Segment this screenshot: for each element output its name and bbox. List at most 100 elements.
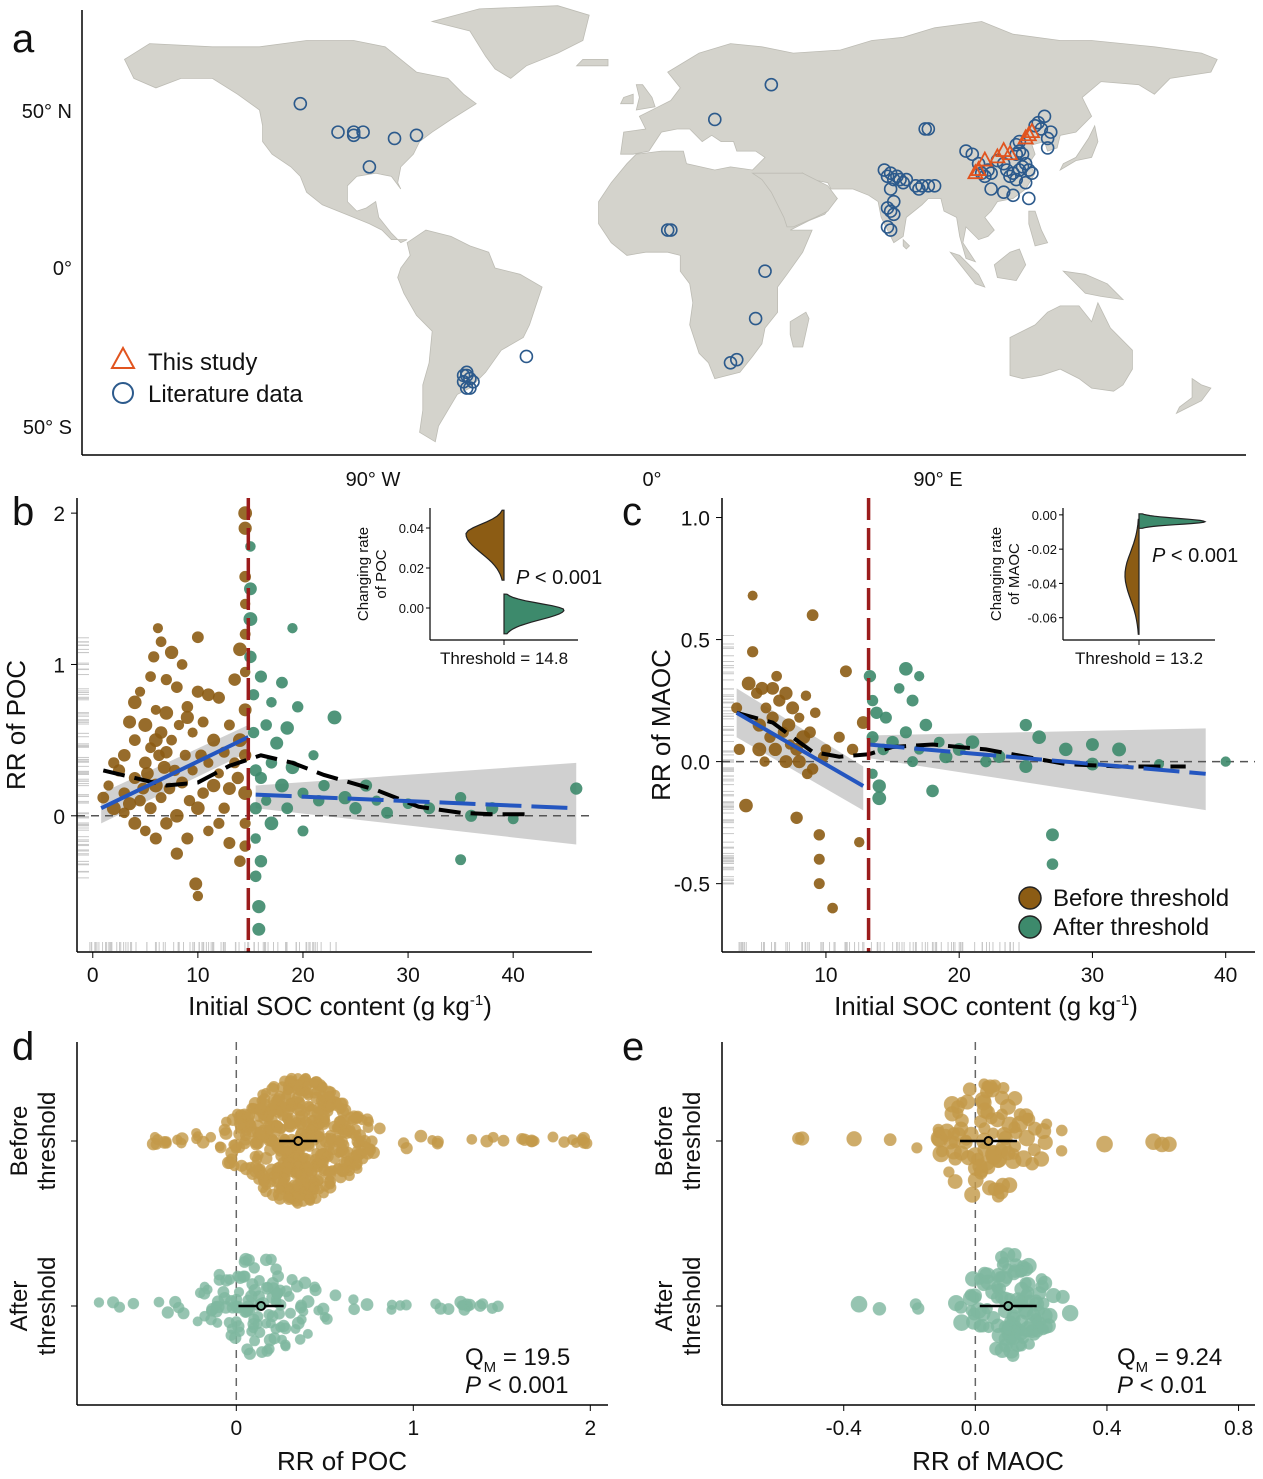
before-threshold-point xyxy=(801,768,813,780)
swarm-point xyxy=(191,1133,202,1145)
swarm-point xyxy=(350,1112,363,1125)
land-british-isles xyxy=(635,84,656,111)
inset-after-density xyxy=(503,593,565,635)
before-threshold-point xyxy=(854,836,865,848)
swarm-point xyxy=(474,1299,487,1312)
literature-site-marker xyxy=(758,264,772,278)
panel-d-chart: d 0 1 2 Beforethreshold Afterthreshold RR of… xyxy=(6,1025,608,1476)
panel-e-chart: e -0.4 0.0 0.4 0.8 Beforethreshold Afterthres… xyxy=(622,1025,1255,1476)
literature-site-marker xyxy=(896,175,911,190)
before-threshold-point xyxy=(813,829,825,841)
swarm-point xyxy=(986,1311,1001,1325)
after-threshold-point xyxy=(570,782,583,795)
after-threshold-point xyxy=(381,806,393,819)
this-study-site-marker xyxy=(976,150,994,167)
after-threshold-point xyxy=(455,854,467,866)
swarm-point xyxy=(153,1296,165,1308)
literature-site-marker xyxy=(1006,166,1020,180)
x-tick-label: -0.4 xyxy=(826,1417,863,1440)
before-threshold-point xyxy=(733,743,745,756)
after-threshold-point xyxy=(1019,759,1033,773)
legend-after-dot xyxy=(1018,915,1042,939)
category-label-after: Afterthreshold xyxy=(6,1257,61,1356)
swarm-point xyxy=(974,1115,988,1129)
after-threshold-point xyxy=(338,791,352,805)
literature-site-marker xyxy=(664,223,678,237)
literature-site-marker xyxy=(764,77,779,92)
before-threshold-point xyxy=(222,782,236,796)
swarm-point xyxy=(400,1141,413,1155)
swarm-point xyxy=(334,1097,348,1111)
swarm-point xyxy=(226,1153,238,1165)
after-mean-marker xyxy=(256,1301,267,1311)
swarm-point xyxy=(1018,1129,1035,1147)
before-threshold-point xyxy=(846,743,859,756)
before-threshold-point xyxy=(813,878,825,890)
land-sumatra xyxy=(949,251,986,288)
swarm-point xyxy=(427,1135,438,1146)
panel-c-y-label: RR of MAOC xyxy=(646,649,676,801)
x-tick-label: 40 xyxy=(1214,964,1237,987)
after-threshold-point xyxy=(349,802,362,815)
literature-site-marker xyxy=(1006,188,1020,203)
y-tick-label: -0.5 xyxy=(674,874,710,897)
swarm-point xyxy=(480,1134,494,1148)
land-south-america xyxy=(397,229,543,443)
after-threshold-point xyxy=(914,671,925,682)
swarm-point xyxy=(283,1291,295,1302)
before-threshold-point xyxy=(123,715,137,729)
swarm-point xyxy=(161,1137,172,1149)
literature-site-marker xyxy=(927,179,942,193)
before-threshold-point xyxy=(108,757,120,769)
swarm-point xyxy=(282,1155,296,1169)
swarm-point xyxy=(233,1286,245,1298)
before-threshold-point xyxy=(212,691,225,704)
before-mean-marker xyxy=(983,1136,994,1146)
swarm-point xyxy=(302,1328,313,1339)
swarm-point xyxy=(1055,1124,1068,1137)
before-threshold-point xyxy=(189,877,203,891)
swarm-point xyxy=(338,1139,350,1151)
swarm-point xyxy=(434,1302,447,1315)
swarm-point xyxy=(323,1101,336,1113)
before-threshold-point xyxy=(856,716,870,729)
swarm-point xyxy=(1096,1135,1113,1153)
before-threshold-point xyxy=(741,676,756,691)
swarm-point xyxy=(278,1143,291,1156)
after-threshold-point xyxy=(1085,738,1099,751)
swarm-point xyxy=(580,1137,593,1150)
land-philippines xyxy=(1028,210,1049,247)
swarm-point xyxy=(303,1078,315,1090)
literature-site-marker xyxy=(996,185,1011,199)
after-threshold-point xyxy=(327,710,342,725)
before-threshold-point xyxy=(201,688,215,702)
before-threshold-point xyxy=(166,734,177,746)
before-threshold-point xyxy=(160,746,173,759)
swarm-point xyxy=(328,1120,341,1133)
swarm-point xyxy=(271,1287,284,1300)
swarm-point xyxy=(883,1133,897,1147)
swarm-point xyxy=(994,1282,1007,1295)
panel-a-map: a 50° N 0° 50° S 90° W 0° 90° E This stu… xyxy=(12,5,1246,491)
before-threshold-point xyxy=(839,665,852,678)
swarm-point xyxy=(254,1102,267,1115)
after-threshold-point xyxy=(455,792,467,804)
before-threshold-point xyxy=(223,719,235,731)
swarm-point xyxy=(1045,1287,1062,1304)
after-threshold-point xyxy=(906,694,919,707)
after-threshold-point xyxy=(244,650,257,664)
literature-site-marker xyxy=(293,96,308,111)
swarm-point xyxy=(1161,1136,1177,1152)
after-threshold-point xyxy=(1046,828,1059,842)
after-threshold-point xyxy=(1059,742,1073,757)
swarm-point xyxy=(466,1133,478,1145)
literature-site-marker xyxy=(409,128,424,143)
before-threshold-point xyxy=(806,609,819,622)
literature-site-marker xyxy=(729,352,744,367)
after-threshold-point xyxy=(275,778,289,793)
before-threshold-point xyxy=(160,673,172,686)
before-threshold-point xyxy=(771,670,782,682)
swarm-point xyxy=(261,1345,273,1357)
swarm-point xyxy=(338,1128,350,1139)
